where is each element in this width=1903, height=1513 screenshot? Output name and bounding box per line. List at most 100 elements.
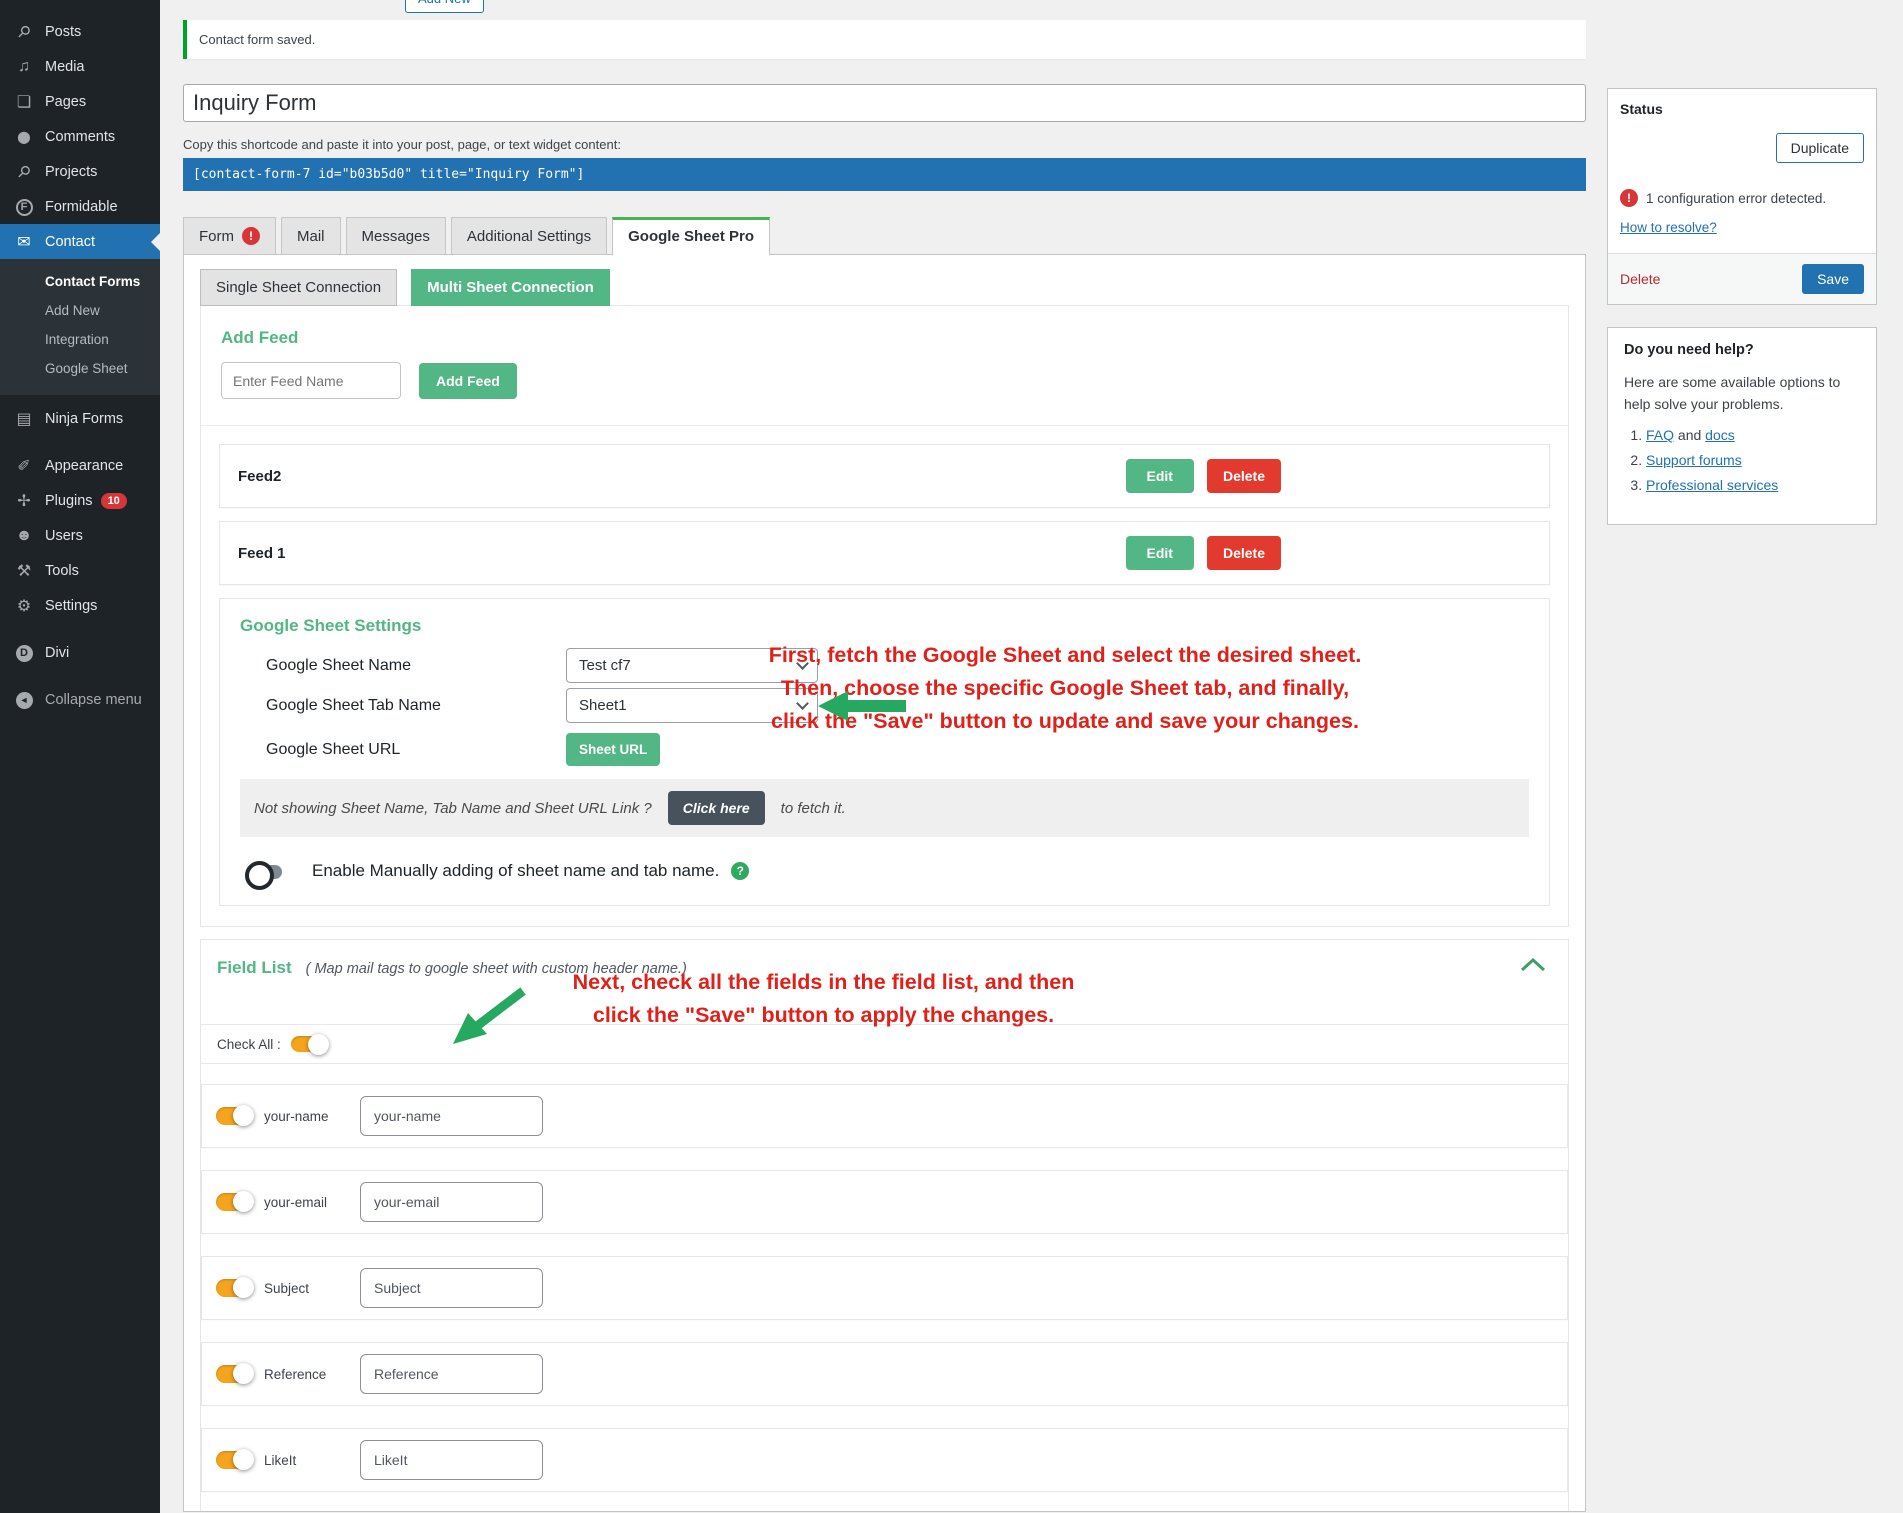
manual-add-toggle[interactable]	[245, 861, 282, 890]
sidebar-item-contact[interactable]: Contact	[0, 224, 160, 259]
delete-form-link[interactable]: Delete	[1620, 271, 1661, 287]
click-here-button[interactable]: Click here	[667, 791, 765, 825]
field-row: Reference	[201, 1342, 1568, 1406]
how-to-resolve-link[interactable]: How to resolve?	[1620, 220, 1717, 235]
field-rows: your-name your-email Subject	[201, 1064, 1568, 1511]
field-toggle[interactable]	[216, 1105, 254, 1126]
delete-feed-button[interactable]: Delete	[1206, 459, 1281, 493]
formidable-icon	[13, 197, 35, 216]
saved-notice-text: Contact form saved.	[199, 32, 316, 47]
sheet-tab-select[interactable]: Sheet1	[566, 688, 818, 723]
collapse-icon	[13, 690, 35, 709]
tab-form[interactable]: Form	[183, 217, 276, 255]
annotation-sheet-steps: First, fetch the Google Sheet and select…	[740, 639, 1390, 738]
help-item-faq-docs: FAQ and docs	[1646, 427, 1860, 443]
sidebar-item-settings[interactable]: Settings	[0, 588, 160, 623]
feed-name-input[interactable]	[221, 362, 401, 399]
sidebar-item-label: Appearance	[45, 457, 124, 474]
form-title-input[interactable]	[183, 84, 1586, 122]
submenu-item-google-sheet[interactable]: Google Sheet	[0, 354, 160, 383]
save-button[interactable]: Save	[1802, 264, 1864, 294]
annotation-line: First, fetch the Google Sheet and select…	[768, 643, 1362, 667]
sidebar-item-comments[interactable]: Comments	[0, 119, 160, 154]
docs-link[interactable]: docs	[1705, 427, 1735, 444]
field-toggle[interactable]	[216, 1449, 254, 1470]
sidebar-item-ninja-forms[interactable]: Ninja Forms	[0, 401, 160, 436]
submenu-item-add-new[interactable]: Add New	[0, 296, 160, 325]
field-toggle[interactable]	[216, 1277, 254, 1298]
sidebar-item-formidable[interactable]: Formidable	[0, 189, 160, 224]
edit-feed-button[interactable]: Edit	[1125, 536, 1194, 570]
fetch-note-bar: Not showing Sheet Name, Tab Name and She…	[240, 779, 1529, 837]
help-heading: Do you need help?	[1624, 342, 1754, 358]
main-column: Edit Contact Form Add New Contact form s…	[183, 0, 1586, 1512]
tab-messages[interactable]: Messages	[345, 217, 446, 255]
duplicate-button[interactable]: Duplicate	[1775, 133, 1864, 163]
sidebar-item-media[interactable]: Media	[0, 49, 160, 84]
check-all-label: Check All :	[217, 1036, 281, 1052]
sidebar-item-posts[interactable]: Posts	[0, 14, 160, 49]
pages-icon	[13, 92, 35, 112]
submenu-item-contact-forms[interactable]: Contact Forms	[0, 267, 160, 296]
field-header-input[interactable]	[360, 1440, 543, 1480]
check-all-toggle[interactable]	[290, 1034, 329, 1055]
sidebar-item-collapse-menu[interactable]: Collapse menu	[0, 682, 160, 717]
comments-icon	[13, 128, 35, 146]
field-toggle[interactable]	[216, 1363, 254, 1384]
field-header-input[interactable]	[360, 1182, 543, 1222]
help-item-text: and	[1674, 427, 1706, 444]
status-footer: Delete Save	[1608, 253, 1876, 304]
tab-additional-settings[interactable]: Additional Settings	[450, 217, 608, 255]
sidebar-item-pages[interactable]: Pages	[0, 84, 160, 119]
sheet-name-select[interactable]: Test cf7	[566, 648, 818, 683]
status-box: Status Duplicate 1 configuration error d…	[1607, 88, 1877, 305]
collapse-chevron-up-icon[interactable]	[1520, 958, 1546, 972]
sidebar-item-tools[interactable]: Tools	[0, 553, 160, 588]
sidebar-item-projects[interactable]: Projects	[0, 154, 160, 189]
add-feed-button[interactable]: Add Feed	[419, 362, 517, 399]
tab-google-sheet-pro[interactable]: Google Sheet Pro	[612, 217, 770, 256]
tab-single-sheet-connection[interactable]: Single Sheet Connection	[200, 269, 398, 306]
sidebar-item-plugins[interactable]: Plugins 10	[0, 483, 160, 518]
submenu-item-integration[interactable]: Integration	[0, 325, 160, 354]
add-new-button[interactable]: Add New	[405, 0, 484, 13]
sidebar-item-label: Plugins	[45, 492, 93, 509]
field-toggle[interactable]	[216, 1191, 254, 1212]
support-forums-link[interactable]: Support forums	[1646, 452, 1742, 469]
sheet-url-label: Google Sheet URL	[266, 740, 401, 758]
sidebar-item-label: Media	[45, 58, 85, 75]
connection-subtabs: Single Sheet Connection Multi Sheet Conn…	[200, 269, 1569, 306]
field-label: Subject	[264, 1280, 310, 1296]
faq-link[interactable]: FAQ	[1646, 427, 1675, 444]
sidebar-item-appearance[interactable]: Appearance	[0, 448, 160, 483]
help-item-support-forums: Support forums	[1646, 452, 1860, 468]
media-icon	[13, 58, 35, 76]
field-header-input[interactable]	[360, 1354, 543, 1394]
submenu-label: Google Sheet	[45, 361, 128, 376]
feeds-and-settings: Feed2 Edit Delete Feed 1 Edit Delete	[201, 425, 1568, 926]
field-header-input[interactable]	[360, 1096, 543, 1136]
help-question-icon[interactable]	[731, 862, 750, 880]
shortcode-bar[interactable]: [contact-form-7 id="b03b5d0" title="Inqu…	[183, 158, 1586, 191]
sidebar-item-label: Projects	[45, 163, 98, 180]
feed-name: Feed2	[238, 467, 282, 485]
green-arrow-down-left-icon	[453, 987, 526, 1044]
config-error-text: 1 configuration error detected.	[1646, 190, 1827, 206]
sidebar-item-divi[interactable]: Divi	[0, 635, 160, 670]
annotation-line: Then, choose the specific Google Sheet t…	[780, 676, 1350, 700]
field-header-input[interactable]	[360, 1268, 543, 1308]
tools-icon	[13, 561, 35, 581]
envelope-icon	[13, 232, 35, 252]
posts-icon	[13, 22, 35, 42]
form-error-icon	[242, 227, 260, 245]
edit-feed-button[interactable]: Edit	[1125, 459, 1194, 493]
professional-services-link[interactable]: Professional services	[1646, 477, 1779, 494]
sidebar-item-users[interactable]: Users	[0, 518, 160, 553]
submenu-label: Add New	[45, 303, 100, 318]
sheet-url-button[interactable]: Sheet URL	[566, 733, 661, 766]
delete-feed-button[interactable]: Delete	[1206, 536, 1281, 570]
tab-multi-sheet-connection[interactable]: Multi Sheet Connection	[411, 269, 610, 306]
tab-mail[interactable]: Mail	[281, 217, 341, 255]
google-sheet-settings-section: Google Sheet Settings Google Sheet Name …	[219, 598, 1550, 906]
